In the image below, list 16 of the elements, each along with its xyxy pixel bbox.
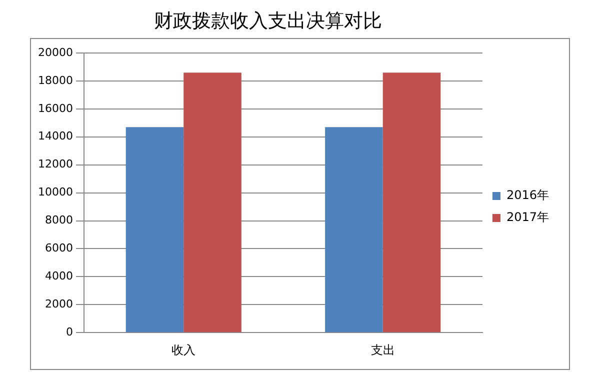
y-tick-label: 12000	[38, 158, 73, 171]
chart-title: 财政拨款收入支出决算对比	[153, 10, 383, 34]
y-tick-label: 8000	[44, 214, 73, 227]
x-tick-label: 收入	[172, 342, 196, 357]
y-tick-label: 4000	[44, 270, 73, 283]
y-tick-label: 0	[66, 325, 73, 338]
legend-label: 2016年	[506, 188, 550, 202]
y-tick-label: 2000	[44, 298, 73, 310]
x-tick-label: 支出	[370, 342, 395, 357]
y-tick-label: 16000	[38, 102, 73, 115]
y-tick-label: 10000	[38, 186, 73, 199]
y-tick-label: 6000	[44, 242, 73, 255]
legend-label: 2017年	[506, 210, 550, 224]
y-tick-label: 14000	[38, 130, 73, 143]
y-tick-label: 18000	[38, 74, 73, 87]
y-tick-label: 20000	[38, 46, 73, 59]
